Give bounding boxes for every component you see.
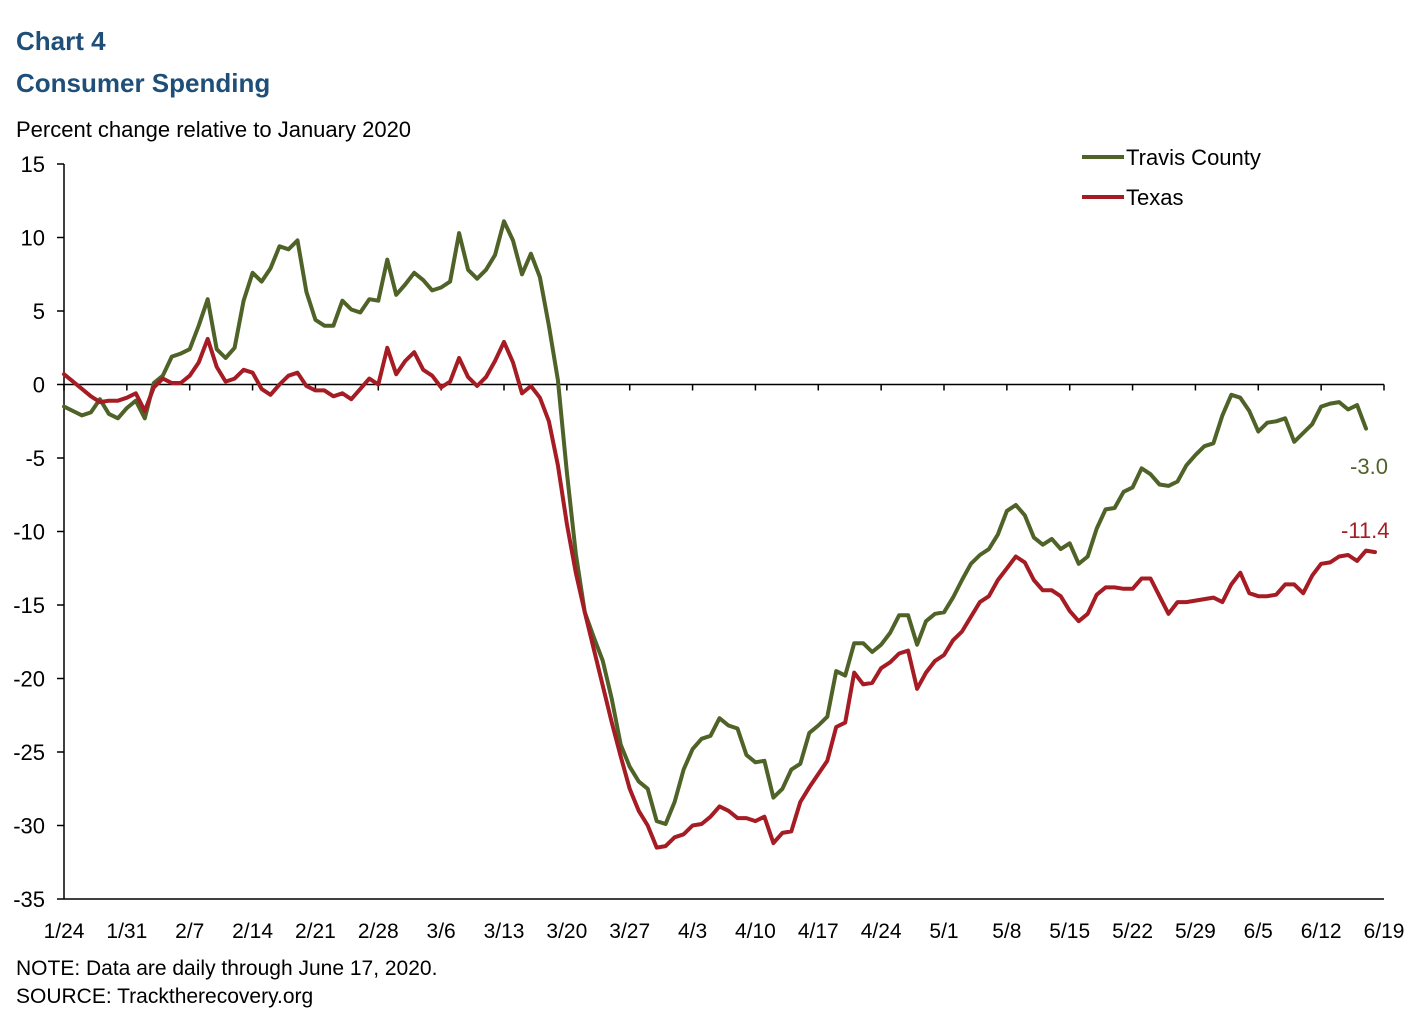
x-tick-label: 3/27	[609, 920, 650, 943]
x-tick-label: 3/6	[427, 920, 456, 943]
chart-subtitle: Consumer Spending	[16, 68, 271, 98]
y-tick-label: -25	[13, 740, 45, 765]
x-tick-label: 5/15	[1049, 920, 1090, 943]
legend: Travis County Texas	[1082, 145, 1261, 210]
x-tick-label: 5/8	[992, 920, 1021, 943]
y-tick-label: -35	[13, 887, 45, 912]
x-tick-label: 5/22	[1112, 920, 1153, 943]
series-lines	[62, 219, 1377, 850]
y-tick-label: -20	[13, 667, 45, 692]
series-line	[62, 336, 1377, 850]
x-tick-label: 6/5	[1244, 920, 1273, 943]
x-tick-label: 4/10	[735, 920, 776, 943]
x-tick-label: 6/12	[1301, 920, 1342, 943]
end-value-label: -3.0	[1350, 454, 1388, 479]
x-tick-label: 6/19	[1364, 920, 1405, 943]
y-axis-label: Percent change relative to January 2020	[16, 117, 412, 142]
series-line	[62, 219, 1368, 826]
y-tick-label: -10	[13, 520, 45, 545]
legend-label: Texas	[1126, 185, 1183, 210]
x-tick-label: 1/24	[44, 920, 85, 943]
y-tick-label: -5	[25, 446, 45, 471]
x-tick-label: 2/28	[358, 920, 399, 943]
x-tick-label: 4/3	[678, 920, 707, 943]
legend-label: Travis County	[1126, 145, 1261, 170]
x-tick-label: 3/13	[484, 920, 525, 943]
y-tick-label: 10	[21, 226, 45, 251]
chart-title: Chart 4	[16, 26, 106, 56]
x-tick-label: 4/24	[861, 920, 902, 943]
chart-source: SOURCE: Tracktherecovery.org	[16, 985, 314, 1008]
y-tick-label: 0	[33, 373, 45, 398]
end-value-label: -11.4	[1341, 518, 1390, 543]
chart-note: NOTE: Data are daily through June 17, 20…	[16, 957, 438, 980]
end-labels: -3.0 -11.4	[1341, 454, 1390, 543]
y-tick-label: -15	[13, 593, 45, 618]
axes: 15 10 5 0 -5 -10 -15 -20 -25 -30 -35 1/24 1/31 2/7 2/1…	[13, 152, 1404, 943]
x-tick-label: 1/31	[106, 920, 147, 943]
y-tick-label: 15	[21, 152, 45, 177]
x-tick-label: 4/17	[798, 920, 839, 943]
x-tick-label: 3/20	[546, 920, 587, 943]
x-tick-label: 5/1	[929, 920, 958, 943]
y-tick-label: -30	[13, 814, 45, 839]
y-tick-label: 5	[33, 299, 45, 324]
x-tick-label: 2/14	[232, 920, 273, 943]
x-tick-label: 2/21	[295, 920, 336, 943]
x-tick-label: 5/29	[1175, 920, 1216, 943]
x-tick-label: 2/7	[175, 920, 204, 943]
